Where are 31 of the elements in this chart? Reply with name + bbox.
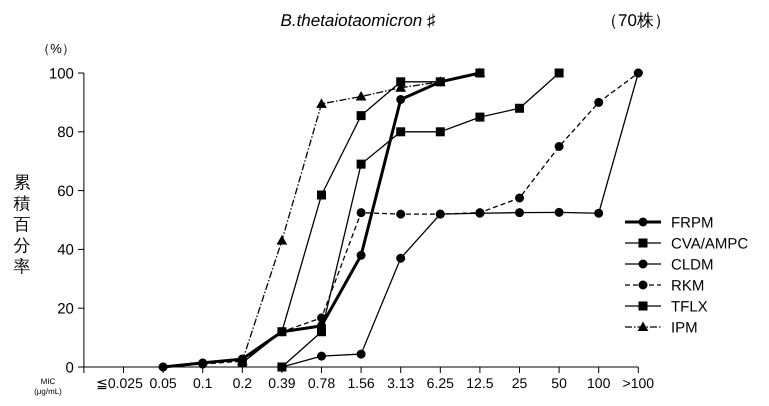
y-tick-label: 100 — [48, 65, 74, 82]
text: （%） — [37, 41, 75, 56]
y-tick-label: 20 — [57, 300, 74, 318]
x-tick-label: 0.05 — [149, 375, 177, 391]
legend-label: CVA/AMPC — [671, 235, 748, 252]
chart-subtitle: （70株） — [601, 11, 671, 30]
y-tick-label: 40 — [57, 242, 74, 259]
x-tick-label: 3.13 — [387, 375, 415, 391]
legend-label: IPM — [671, 319, 698, 336]
legend-label: RKM — [671, 277, 704, 294]
x-tick-label: 50 — [551, 375, 568, 391]
legend-label: FRPM — [671, 214, 714, 232]
x-tick-label: 1.56 — [347, 375, 375, 391]
y-tick-label: 0 — [66, 359, 74, 376]
y-tick-label: 80 — [57, 124, 74, 142]
y-tick-label: 60 — [57, 182, 74, 200]
x-tick-label: 100 — [587, 375, 611, 391]
x-tick-label: 12.5 — [466, 375, 494, 391]
chart-title: B.thetaiotaomicron ♯ — [280, 11, 436, 30]
x-tick-label: >100 — [622, 375, 654, 391]
x-tick-label: 25 — [512, 375, 528, 391]
x-tick-label: 0.2 — [232, 375, 252, 391]
x-tick-label: 6.25 — [426, 375, 454, 391]
x-tick-label: ≦0.025 — [96, 375, 144, 391]
x-tick-label: 0.78 — [308, 375, 336, 391]
y-axis-title: 累積百分率 — [14, 173, 30, 276]
x-axis-title: MIC (μg/mL) — [34, 377, 62, 396]
x-tick-label: 0.1 — [192, 375, 213, 391]
legend-label: CLDM — [671, 256, 714, 274]
legend-label: TFLX — [671, 298, 708, 316]
x-tick-label: 0.39 — [268, 375, 296, 391]
